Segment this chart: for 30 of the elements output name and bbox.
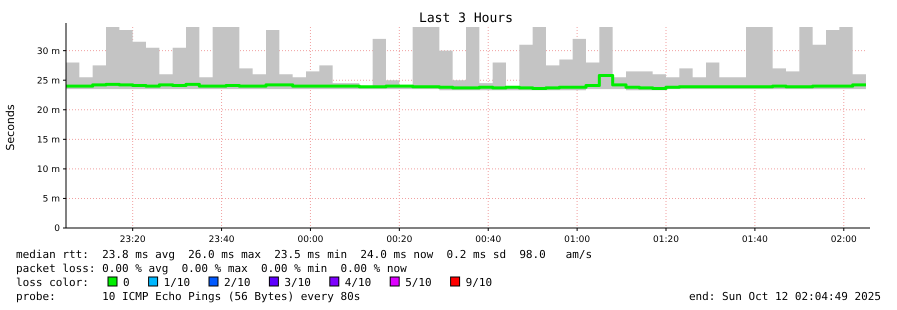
chart-title: Last 3 Hours	[419, 11, 513, 26]
legend-label: 9/10	[466, 276, 492, 289]
x-tick-label: 01:00	[564, 235, 590, 245]
text: probe: 10 ICMP Echo Pings (56 Bytes) every 80s	[16, 290, 360, 303]
legend-label: 1/10	[164, 276, 190, 289]
y-tick-label: 10 m	[36, 165, 60, 176]
text: median rtt: 23.8 ms avg 26.0 ms max 23.5 ms min 24.0 ms now 0.2 ms sd 98.0 am/s	[16, 248, 592, 261]
legend-label: 5/10	[405, 276, 432, 289]
x-tick-label: 02:00	[830, 235, 858, 245]
legend-label: 3/10	[284, 276, 311, 289]
y-axis-title: Seconds	[4, 104, 17, 151]
y-tick-label: 20 m	[36, 106, 60, 116]
x-tick-label: 01:20	[653, 235, 680, 245]
y-tick-label: 25 m	[36, 76, 60, 86]
y-tick-label: 5 m	[42, 194, 60, 205]
legend-label: 0	[123, 276, 130, 289]
y-tick-label: 15 m	[36, 135, 60, 146]
x-tick-label: 23:20	[120, 235, 146, 245]
legend-label: 2/10	[224, 276, 250, 289]
y-tick-label: 30 m	[36, 46, 60, 57]
legend-label: 4/10	[344, 276, 372, 289]
x-tick-label: 01:40	[742, 235, 768, 245]
y-tick-label: 0	[54, 224, 60, 234]
x-tick-label: 00:20	[386, 235, 413, 245]
x-tick-label: 23:40	[208, 235, 235, 245]
x-tick-label: 00:00	[297, 235, 324, 245]
legend-title: loss color:	[16, 276, 89, 289]
x-tick-label: 00:40	[475, 235, 502, 245]
text: end: Sun Oct 12 02:04:49 2025	[688, 290, 881, 303]
text: packet loss: 0.00 % avg 0.00 % max 0.00 % min 0.00 % now	[16, 262, 408, 275]
